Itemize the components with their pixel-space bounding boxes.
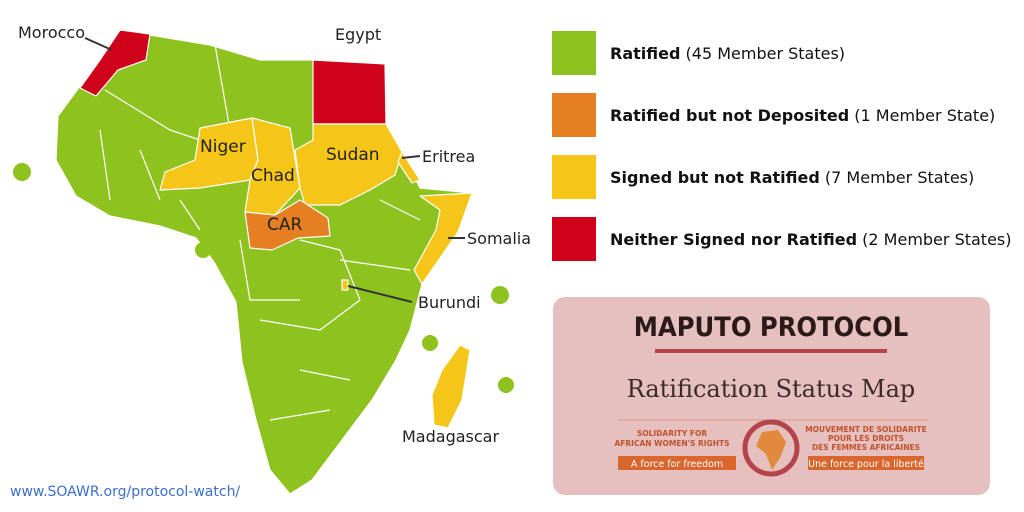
africa-map: Morocco Egypt Niger Chad Sudan Eritrea C…	[10, 23, 531, 500]
logo-text: SOLIDARITY FOR	[637, 429, 708, 438]
logo-text: POUR LES DROITS	[828, 434, 904, 443]
info-panel: MAPUTO PROTOCOL Ratification Status Map …	[553, 297, 990, 495]
madagascar	[431, 344, 471, 429]
somalia	[413, 192, 473, 285]
legend-swatch	[552, 217, 596, 261]
sudan	[294, 123, 403, 206]
country-label: Somalia	[467, 229, 531, 248]
slogan-bar	[808, 456, 924, 470]
logo-text: AFRICAN WOMEN'S RIGHTS	[614, 439, 729, 448]
island	[195, 242, 211, 258]
url[interactable]: www.SOAWR.org/protocol-watch/	[10, 484, 240, 500]
island	[13, 163, 31, 181]
legend-swatch	[552, 31, 596, 75]
legend-detail: (1 Member State)	[854, 106, 995, 125]
car	[244, 199, 331, 251]
slogan-bar	[618, 456, 736, 470]
legend: Ratified (45 Member States) Ratified but …	[552, 31, 1012, 261]
country-label: Chad	[251, 166, 295, 186]
island	[491, 286, 509, 304]
country-label: Madagascar	[402, 427, 499, 446]
legend-entry: Ratified (45 Member States)	[610, 44, 845, 63]
legend-swatch	[552, 93, 596, 137]
logo-text: DES FEMMES AFRICAINES	[812, 443, 920, 452]
africa-base	[55, 29, 473, 495]
country-label: Sudan	[326, 145, 380, 165]
country-label: Egypt	[335, 25, 381, 44]
egypt	[312, 59, 387, 125]
logo-ring	[742, 419, 800, 477]
panel-title: MAPUTO PROTOCOL	[634, 312, 908, 343]
country-label: Eritrea	[422, 147, 475, 166]
legend-label: Signed but not Ratified	[610, 168, 820, 187]
morocco	[79, 29, 151, 97]
legend-label: Neither Signed nor Ratified	[610, 230, 857, 249]
legend-label: Ratified	[610, 44, 680, 63]
legend-entry: Ratified but not Deposited (1 Member Sta…	[610, 106, 995, 125]
leader-line	[401, 155, 421, 159]
country-label: CAR	[267, 215, 302, 235]
legend-label: Ratified but not Deposited	[610, 106, 849, 125]
country-borders	[99, 44, 421, 421]
panel-bg	[553, 297, 990, 495]
legend-detail: (2 Member States)	[862, 230, 1011, 249]
burundi	[341, 279, 349, 291]
panel-subtitle: Ratification Status Map	[627, 375, 916, 403]
slogan: A force for freedom	[631, 459, 723, 470]
leader-line	[347, 285, 413, 303]
logo-text: MOUVEMENT DE SOLIDARITE	[805, 425, 927, 434]
country-label: Niger	[200, 137, 246, 157]
legend-detail: (45 Member States)	[686, 44, 846, 63]
leader-line	[84, 37, 113, 51]
island	[498, 377, 514, 393]
country-label: Morocco	[18, 23, 85, 42]
legend-entry: Neither Signed nor Ratified (2 Member St…	[610, 230, 1012, 249]
legend-detail: (7 Member States)	[825, 168, 974, 187]
eritrea	[397, 151, 421, 184]
slogan: Une force pour la liberté	[808, 459, 924, 470]
country-label: Burundi	[418, 293, 481, 312]
island	[422, 335, 438, 351]
logo-africa	[756, 430, 786, 470]
legend-swatch	[552, 155, 596, 199]
legend-entry: Signed but not Ratified (7 Member States…	[610, 168, 974, 187]
